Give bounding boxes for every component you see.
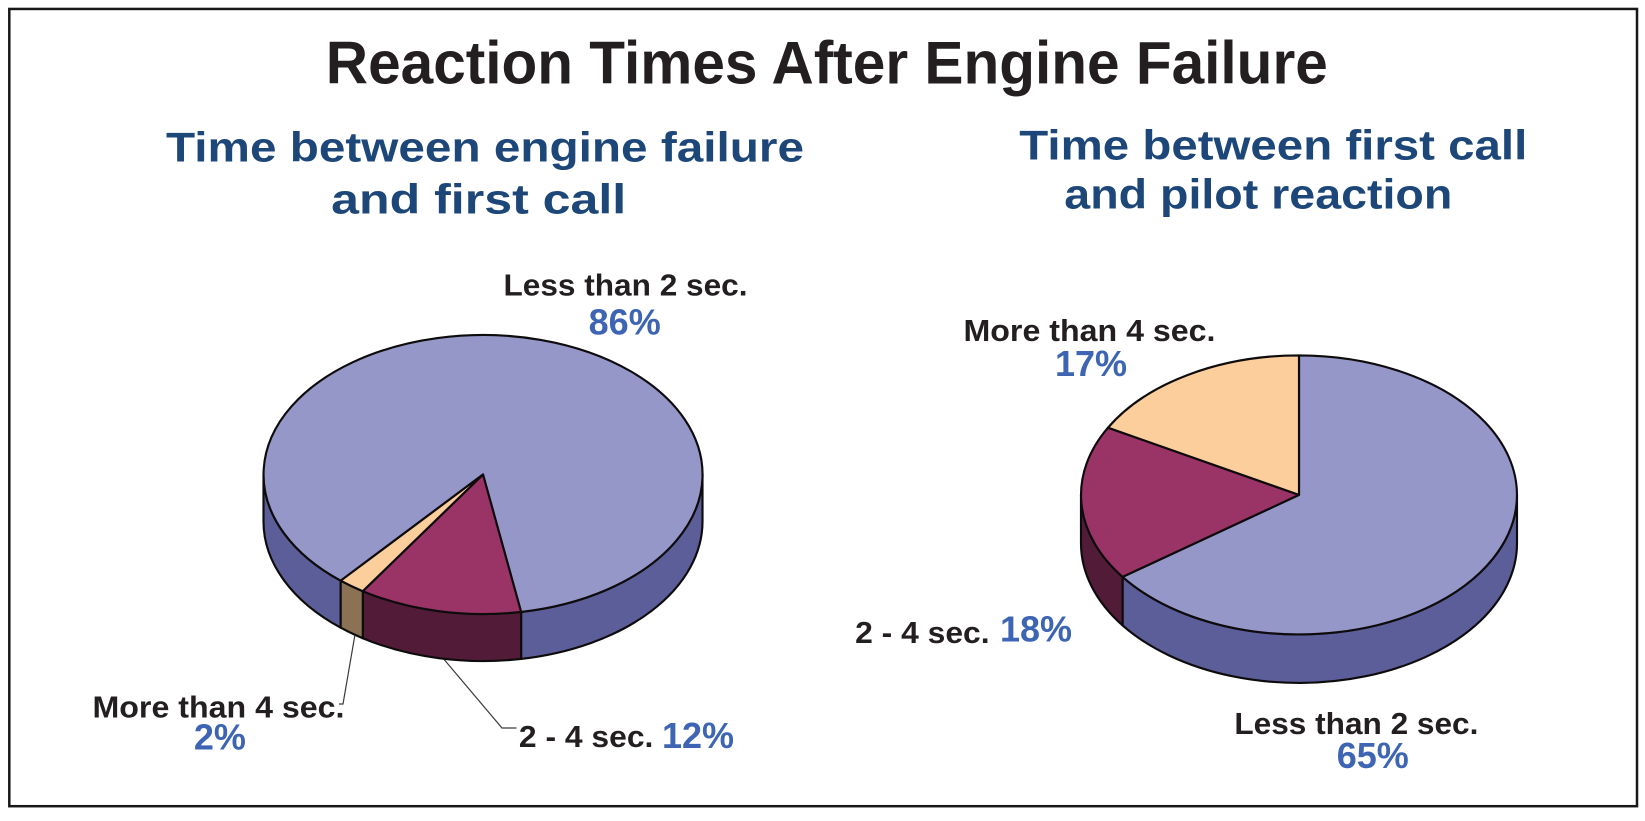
svg-text:2 - 4 sec.: 2 - 4 sec.	[855, 615, 990, 650]
svg-text:Less than 2 sec.: Less than 2 sec.	[504, 268, 748, 303]
svg-text:Less than 2 sec.: Less than 2 sec.	[1234, 706, 1478, 741]
svg-text:Time between first call: Time between first call	[1019, 121, 1527, 168]
svg-text:and pilot reaction: and pilot reaction	[1064, 170, 1452, 217]
svg-text:12%: 12%	[662, 715, 734, 756]
svg-text:17%: 17%	[1055, 343, 1127, 384]
svg-text:18%: 18%	[1000, 608, 1072, 649]
svg-text:Reaction Times After Engine Fa: Reaction Times After Engine Failure	[326, 29, 1328, 96]
svg-text:2%: 2%	[194, 716, 246, 757]
svg-text:More than 4 sec.: More than 4 sec.	[93, 690, 345, 725]
svg-text:Time between engine failure: Time between engine failure	[166, 124, 804, 171]
svg-text:86%: 86%	[589, 302, 661, 343]
svg-text:More than 4 sec.: More than 4 sec.	[964, 313, 1216, 348]
svg-text:65%: 65%	[1337, 735, 1409, 776]
svg-text:2 - 4 sec.: 2 - 4 sec.	[519, 719, 654, 754]
svg-text:and first call: and first call	[331, 176, 626, 223]
